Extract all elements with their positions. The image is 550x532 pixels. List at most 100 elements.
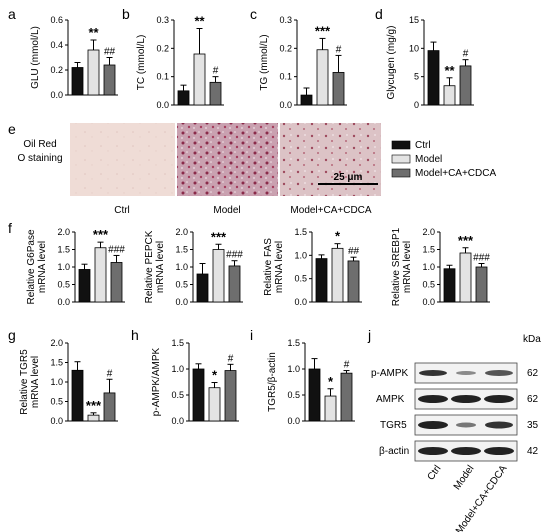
y-axis-label: TGR5/β-actin xyxy=(267,352,278,412)
y-tick-label: 5 xyxy=(414,72,419,82)
kda-label: kDa xyxy=(523,334,541,345)
bar xyxy=(208,387,221,422)
y-axis-label: Relative G6Pase xyxy=(26,229,37,304)
blot-band xyxy=(451,395,481,403)
significance-mark: ** xyxy=(444,63,455,78)
blot-band xyxy=(484,447,514,455)
panel-label-a: a xyxy=(8,6,16,22)
blot-row-tgr5: TGR5 35 xyxy=(380,414,539,436)
chart-tc: 0.0 0.1 0.2 0.3 TC (mmol/L) ** # xyxy=(136,14,224,110)
bar xyxy=(300,94,313,106)
chart-glycogen: 0 5 10 15 Glycugen (mg/g) ** # xyxy=(386,15,474,110)
staining-caption-model: Model xyxy=(213,205,240,216)
blot-band xyxy=(485,370,513,376)
staining-caption-ctrl: Ctrl xyxy=(114,205,130,216)
y-axis-label: mRNA level xyxy=(155,241,166,293)
significance-mark: ** xyxy=(88,25,99,40)
y-tick-label: 0.2 xyxy=(156,43,169,53)
y-tick-label: 0.5 xyxy=(171,390,184,400)
panel-label-j: j xyxy=(367,327,371,343)
significance-mark: * xyxy=(328,374,334,389)
bar xyxy=(177,90,190,106)
y-tick-label: 0 xyxy=(414,100,419,110)
y-axis-label: TG (mmol/L) xyxy=(259,34,270,90)
blot-label-pampk: p-AMPK xyxy=(371,368,409,379)
panel-label-e: e xyxy=(8,121,16,137)
bar xyxy=(87,49,100,96)
y-tick-label: 0.0 xyxy=(422,297,435,307)
bar xyxy=(475,266,488,303)
bar xyxy=(459,65,472,106)
panel-label-f: f xyxy=(8,220,12,236)
y-tick-label: 0.3 xyxy=(279,15,292,25)
blot-band xyxy=(418,447,448,455)
bar xyxy=(94,247,107,303)
y-axis-label: Relative TGR5 xyxy=(19,349,30,415)
blot-kda-ampk: 62 xyxy=(527,394,539,405)
y-tick-label: 1.5 xyxy=(287,338,300,348)
chart-g6pase: 0.0 0.5 1.0 1.5 2.0 Relative G6Pase mRNA level… xyxy=(26,227,125,307)
y-axis-label: Relative SREBP1 xyxy=(391,227,402,306)
bar xyxy=(308,368,321,422)
panel-label-g: g xyxy=(8,327,16,343)
significance-mark: ## xyxy=(348,246,360,257)
significance-mark: # xyxy=(107,368,113,379)
bar xyxy=(459,252,472,303)
y-axis-label: Relative FAS xyxy=(263,238,274,296)
y-tick-label: 0.2 xyxy=(279,43,292,53)
y-tick-label: 0.5 xyxy=(50,397,63,407)
legend-swatch-ctrl xyxy=(391,140,411,150)
y-tick-label: 0.6 xyxy=(50,15,63,25)
blot-band xyxy=(456,371,476,375)
blot-row-pampk: p-AMPK 62 xyxy=(371,362,539,384)
y-tick-label: 0.0 xyxy=(175,297,188,307)
bar xyxy=(228,265,241,303)
panel-label-b: b xyxy=(122,6,130,22)
y-tick-label: 2.0 xyxy=(175,227,188,237)
y-tick-label: 1.0 xyxy=(175,262,188,272)
chart-srebp1: 0.0 0.5 1.0 1.5 2.0 Relative SREBP1 mRNA level… xyxy=(391,227,490,307)
bar xyxy=(193,53,206,106)
bar xyxy=(192,368,205,422)
blot-label-actin: β-actin xyxy=(379,446,409,457)
staining-image-model xyxy=(177,123,278,196)
y-tick-label: 0.0 xyxy=(287,416,300,426)
bar xyxy=(347,260,360,303)
staining-image-treat xyxy=(280,123,381,196)
bar xyxy=(443,85,456,106)
panel-label-h: h xyxy=(131,327,139,343)
y-tick-label: 0.3 xyxy=(156,15,169,25)
y-tick-label: 0.0 xyxy=(294,297,307,307)
chart-tgr5-actin: 0.0 0.5 1.0 1.5 TGR5/β-actin * # xyxy=(267,338,355,426)
blot-label-ampk: AMPK xyxy=(376,394,405,405)
y-tick-label: 1.5 xyxy=(57,245,70,255)
blot-row-ampk: AMPK 62 xyxy=(376,388,539,410)
bar xyxy=(331,247,344,303)
significance-mark: # xyxy=(344,360,350,371)
chart-pampk-ampk: 0.0 0.5 1.0 1.5 p-AMPK/AMPK * # xyxy=(151,338,239,426)
y-tick-label: 1.0 xyxy=(171,364,184,374)
y-axis-label: p-AMPK/AMPK xyxy=(151,348,162,417)
y-tick-label: 1.0 xyxy=(57,262,70,272)
significance-mark: # xyxy=(463,49,469,60)
y-tick-label: 0.5 xyxy=(287,390,300,400)
y-axis-label: Glycugen (mg/g) xyxy=(386,26,397,100)
significance-mark: ## xyxy=(104,47,116,58)
y-tick-label: 1.5 xyxy=(50,358,63,368)
significance-mark: ### xyxy=(473,253,490,264)
y-tick-label: 0.2 xyxy=(50,65,63,75)
bar xyxy=(209,81,222,106)
significance-mark: * xyxy=(335,229,341,244)
bar xyxy=(87,414,100,422)
y-tick-label: 1.0 xyxy=(294,250,307,260)
bar xyxy=(196,273,209,303)
blot-band xyxy=(418,395,448,403)
blot-band xyxy=(485,421,513,429)
y-tick-label: 15 xyxy=(409,15,419,25)
y-tick-label: 0.0 xyxy=(279,100,292,110)
bar xyxy=(103,64,116,96)
panel-label-c: c xyxy=(250,6,257,22)
y-axis-label: Relative PEPCK xyxy=(144,230,155,303)
blot-kda-tgr5: 35 xyxy=(527,420,539,431)
blot-band xyxy=(419,370,447,376)
